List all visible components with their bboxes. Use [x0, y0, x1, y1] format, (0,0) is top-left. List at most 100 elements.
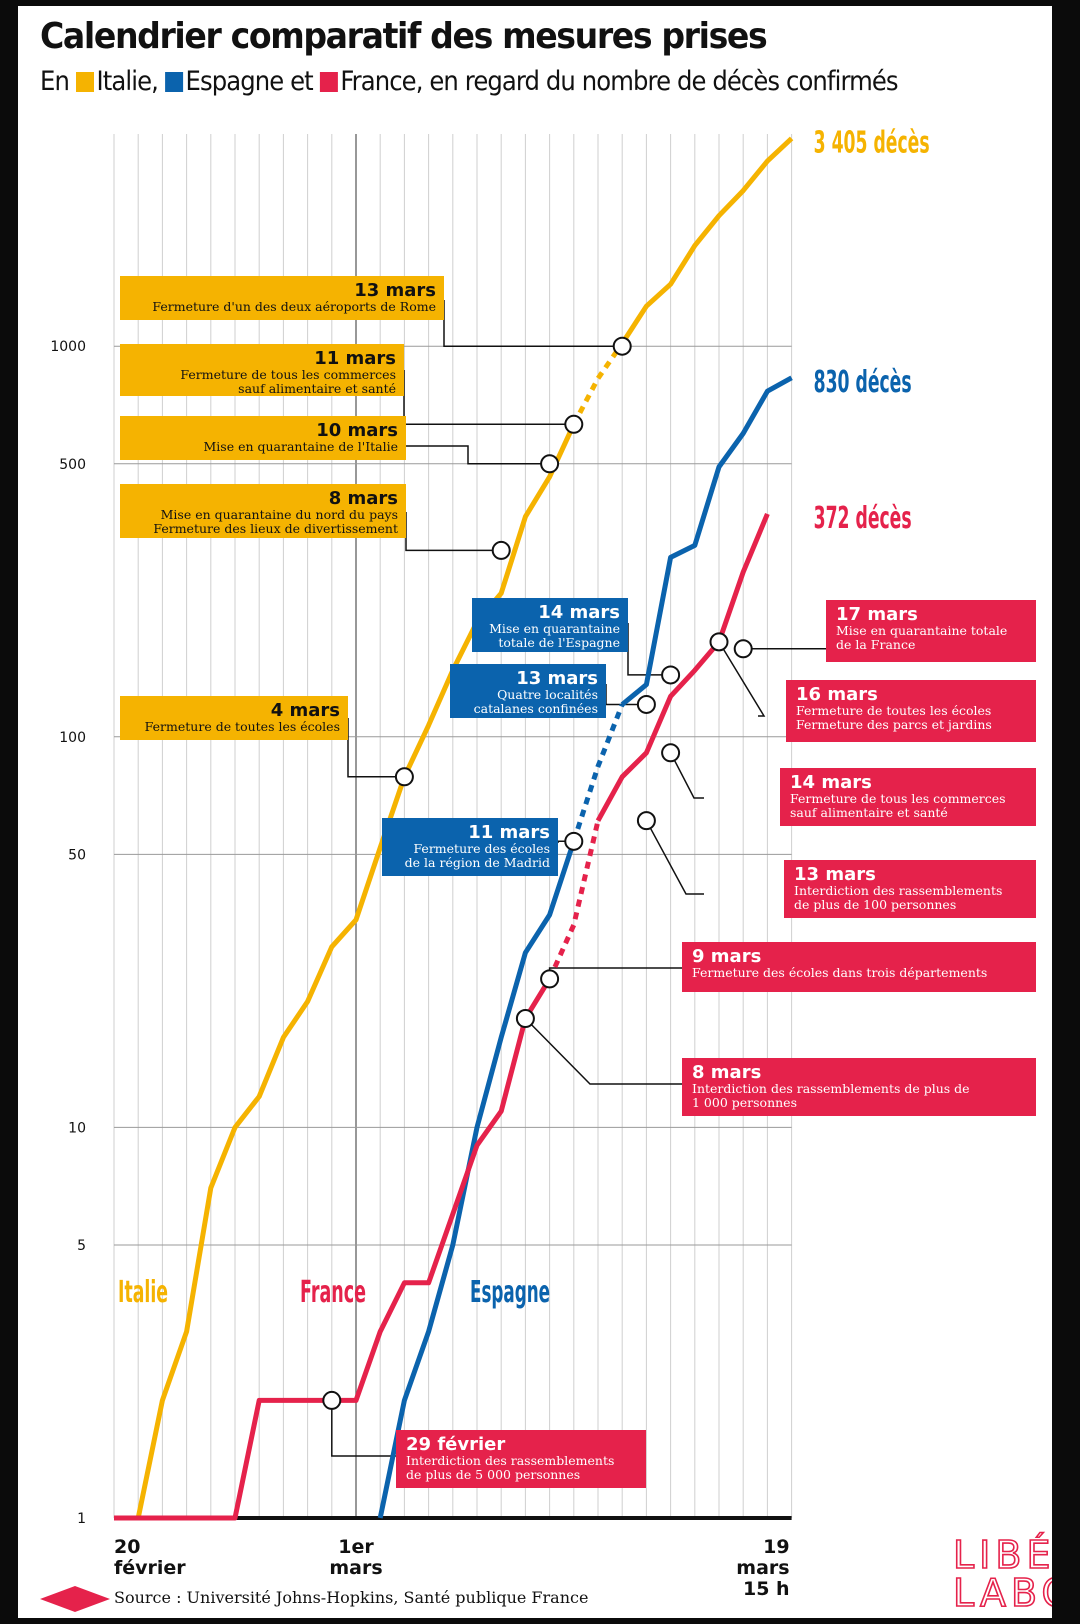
leader-line	[548, 967, 682, 979]
infographic-page: Calendrier comparatif des mesures prises…	[18, 6, 1052, 1618]
france-swatch	[319, 72, 338, 92]
annotation-text: Fermeture de tous les commerces	[790, 791, 1006, 806]
annotation-boxes: 13 mars Fermeture d'un des deux aéroports…	[120, 276, 1036, 1488]
measure-marker	[540, 454, 560, 474]
annotation-text: Interdiction des rassemblements	[406, 1453, 614, 1468]
annotation-text: Mise en quarantaine de l'Italie	[204, 439, 399, 454]
subtitle-france: France, en regard du nombre de décès con…	[340, 66, 898, 97]
measure-marker	[636, 694, 656, 714]
measure-marker	[540, 969, 560, 989]
annotation-text: Interdiction des rassemblements	[794, 883, 1002, 898]
series-line-end-italy	[620, 136, 794, 345]
annotation-text: Fermeture de toutes les écoles	[145, 719, 340, 734]
leader-line	[405, 512, 502, 552]
x-tick-label: 20 février	[114, 1536, 186, 1579]
annotation-date: 10 mars	[316, 420, 398, 441]
measure-marker	[661, 743, 681, 763]
annotation-box	[682, 1058, 1036, 1116]
annotation-text: Fermeture d'un des deux aéroports de Rom…	[152, 299, 436, 314]
measure-marker	[322, 1390, 342, 1410]
annotation-text: totale de l'Espagne	[498, 635, 620, 650]
annotation-box	[682, 942, 1036, 992]
annotation-date: 11 mars	[314, 348, 396, 369]
annotation-text: Mise en quarantaine du nord du pays	[161, 507, 398, 522]
annotation-text: Fermeture des écoles	[413, 841, 550, 856]
leader-line	[406, 445, 550, 465]
deaths-chart: 1 5 10 50 100 500 1000 20 février 1er mars 19 mars 1…	[50, 125, 1036, 1600]
chart-subtitle: En Italie, Espagne et France, en regard …	[40, 66, 899, 97]
annotation-date: 9 mars	[692, 946, 761, 967]
spain-swatch	[164, 72, 183, 92]
annotation-box	[450, 664, 606, 718]
measure-marker	[612, 336, 632, 356]
series-line-end-france	[595, 512, 770, 822]
annotation-text: catalanes confinées	[474, 701, 598, 716]
leader-line	[403, 370, 574, 426]
annotation-box	[472, 598, 628, 652]
annotation-box	[396, 1430, 646, 1488]
annotation-text: Quatre localités	[497, 687, 598, 702]
series-name-spain: Espagne	[470, 1275, 550, 1310]
measure-marker	[661, 665, 681, 685]
subtitle-italy: Italie,	[96, 66, 158, 97]
logo-line-2: LABO	[952, 1571, 1052, 1615]
series-line-spain	[377, 840, 577, 1519]
annotation-text: sauf alimentaire et santé	[790, 805, 948, 820]
annotation-date: 14 mars	[790, 772, 872, 793]
annotation-box	[120, 696, 348, 740]
series-line-end-spain	[620, 375, 793, 707]
series-names: 3 405 décès 830 décès 372 décès Italie Espag…	[118, 125, 930, 1310]
annotation-date: 11 mars	[468, 822, 550, 843]
annotation-date: 8 mars	[329, 488, 398, 509]
annotation-date: 13 mars	[794, 864, 876, 885]
leader-line	[524, 1017, 682, 1085]
leader-line	[331, 1400, 396, 1457]
measure-marker	[515, 1009, 535, 1029]
annotation-text: de plus de 100 personnes	[794, 897, 956, 912]
annotation-markers	[322, 336, 753, 1410]
annotation-text: Fermeture de toutes les écoles	[796, 703, 991, 718]
measure-marker	[733, 639, 753, 659]
annotation-box	[784, 860, 1036, 918]
annotation-text: sauf alimentaire et santé	[238, 381, 396, 396]
logo-line-1: LIBÉ	[952, 1533, 1052, 1577]
x-tick-label: 19 mars 15 h	[736, 1536, 789, 1600]
annotation-text: Mise en quarantaine	[489, 621, 620, 636]
italy-swatch	[75, 72, 94, 92]
annotation-date: 4 mars	[271, 700, 340, 721]
annotation-text: 1 000 personnes	[692, 1095, 797, 1110]
measure-marker	[709, 632, 729, 652]
annotation-text: Mise en quarantaine totale	[836, 623, 1007, 638]
final-label-spain: 830 décès	[814, 365, 912, 400]
series-lines	[114, 136, 794, 1521]
annotation-box	[120, 484, 406, 538]
annotation-date: 29 février	[406, 1434, 505, 1455]
series-name-italy: Italie	[118, 1275, 168, 1310]
annotation-date: 17 mars	[836, 604, 918, 625]
y-tick-label: 5	[77, 1238, 86, 1254]
series-line-dashed-france	[547, 820, 601, 980]
leader-line	[443, 300, 623, 347]
annotation-date: 8 mars	[692, 1062, 761, 1083]
leader-line	[669, 752, 704, 799]
annotation-text: Fermeture de tous les commerces	[180, 367, 396, 382]
final-label-italy: 3 405 décès	[814, 125, 930, 160]
annotation-text: Interdiction des rassemblements de plus …	[692, 1081, 970, 1096]
annotation-text: Fermeture des parcs et jardins	[796, 717, 992, 732]
measure-marker	[491, 540, 511, 560]
y-tick-label: 50	[68, 847, 86, 863]
subtitle-spain: Espagne et	[185, 66, 313, 97]
annotation-date: 16 mars	[796, 684, 878, 705]
y-axis-labels: 1 5 10 50 100 500 1000	[50, 339, 86, 1527]
libe-labo-logo: LIBÉ LABO	[952, 1533, 1052, 1615]
annotation-box	[120, 344, 404, 396]
diamond-icon	[40, 1586, 110, 1612]
chart-title: Calendrier comparatif des mesures prises	[40, 16, 768, 57]
annotation-box	[120, 416, 406, 460]
leader-line	[718, 641, 766, 717]
annotation-text: de la France	[836, 637, 915, 652]
annotation-box	[786, 680, 1036, 742]
annotation-box	[826, 600, 1036, 662]
annotation-text: de plus de 5 000 personnes	[406, 1467, 580, 1482]
